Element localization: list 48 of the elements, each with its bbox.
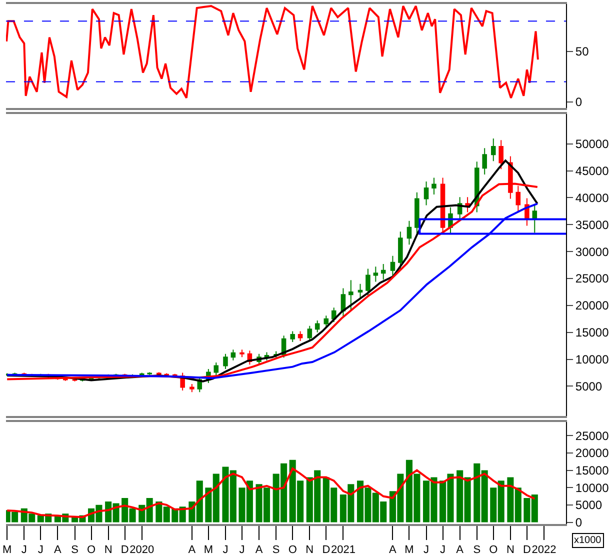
x-tick-label: J (440, 544, 446, 556)
y-tick-label: 5000 (575, 498, 602, 512)
y-tick-label: 50 (575, 44, 590, 59)
x-tick-label: O (489, 544, 498, 556)
x-tick-label: S (71, 544, 78, 556)
x-tick-label: S (272, 544, 280, 556)
text: x1000 (574, 535, 602, 546)
x-tick-label: A (389, 544, 398, 556)
x-tick-label: N (104, 544, 112, 556)
x-tick-label: D (120, 544, 129, 556)
x-tick-label: D (522, 544, 531, 556)
x-tick-label: O (86, 544, 96, 556)
x-tick-label: O (288, 544, 298, 556)
x-tick-label: N (306, 544, 314, 556)
y-tick-label: 35000 (575, 218, 610, 232)
x-tick-label: J (38, 544, 44, 556)
y-tick-label: 20000 (575, 298, 610, 313)
x-tick-label: 2022 (532, 544, 556, 556)
y-tick-label: 20000 (575, 446, 610, 460)
y-tick-label: 40000 (575, 190, 610, 205)
x-tick-label: M (2, 544, 12, 556)
x-tick-label: M (404, 544, 414, 556)
x-tick-label: J (424, 544, 430, 556)
y-tick-label: 45000 (575, 164, 610, 178)
x-tick-label: 2021 (330, 544, 356, 556)
x-tick-label: A (188, 544, 196, 556)
y-tick-label: 5000 (575, 379, 602, 394)
y-tick-label: 10000 (575, 352, 610, 366)
x-tick-label: A (255, 544, 264, 556)
y-tick-label: 0 (575, 515, 582, 530)
x-tick-label: M (204, 544, 214, 556)
x-tick-label: A (54, 544, 62, 556)
y-tick-label: 30000 (575, 244, 610, 259)
x-tick-label: 2020 (130, 544, 154, 556)
x-tick-label: J (239, 544, 245, 556)
x-tick-label: A (456, 544, 464, 556)
x-tick-label: S (473, 544, 481, 556)
y-tick-label: 15000 (575, 326, 610, 340)
x-tick-label: J (222, 544, 228, 556)
y-tick-label: 0 (575, 95, 582, 110)
x-tick-label: N (506, 544, 514, 556)
x-tick-label: J (21, 544, 27, 556)
y-tick-label: 15000 (575, 463, 610, 478)
y-tick-label: 25000 (575, 428, 610, 443)
y-tick-label: 25000 (575, 272, 610, 286)
y-tick-label: 50000 (575, 137, 610, 152)
y-tick-label: 10000 (575, 480, 610, 495)
x-tick-label: D (322, 544, 330, 556)
